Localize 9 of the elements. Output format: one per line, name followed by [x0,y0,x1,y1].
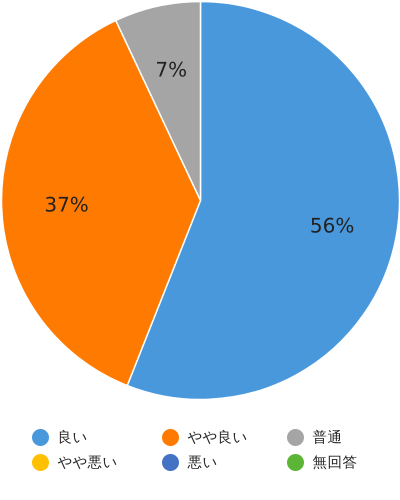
legend-label: やや良い [188,429,248,446]
legend-label: やや悪い [58,454,118,471]
data-label: 37% [44,192,89,217]
legend-label: 無回答 [312,454,358,471]
legend-label: 良い [58,429,88,446]
legend-label: 悪い [186,454,218,471]
data-label: 56% [310,214,354,238]
data-label: 7% [155,58,188,82]
legend-label: 普通 [312,429,342,446]
